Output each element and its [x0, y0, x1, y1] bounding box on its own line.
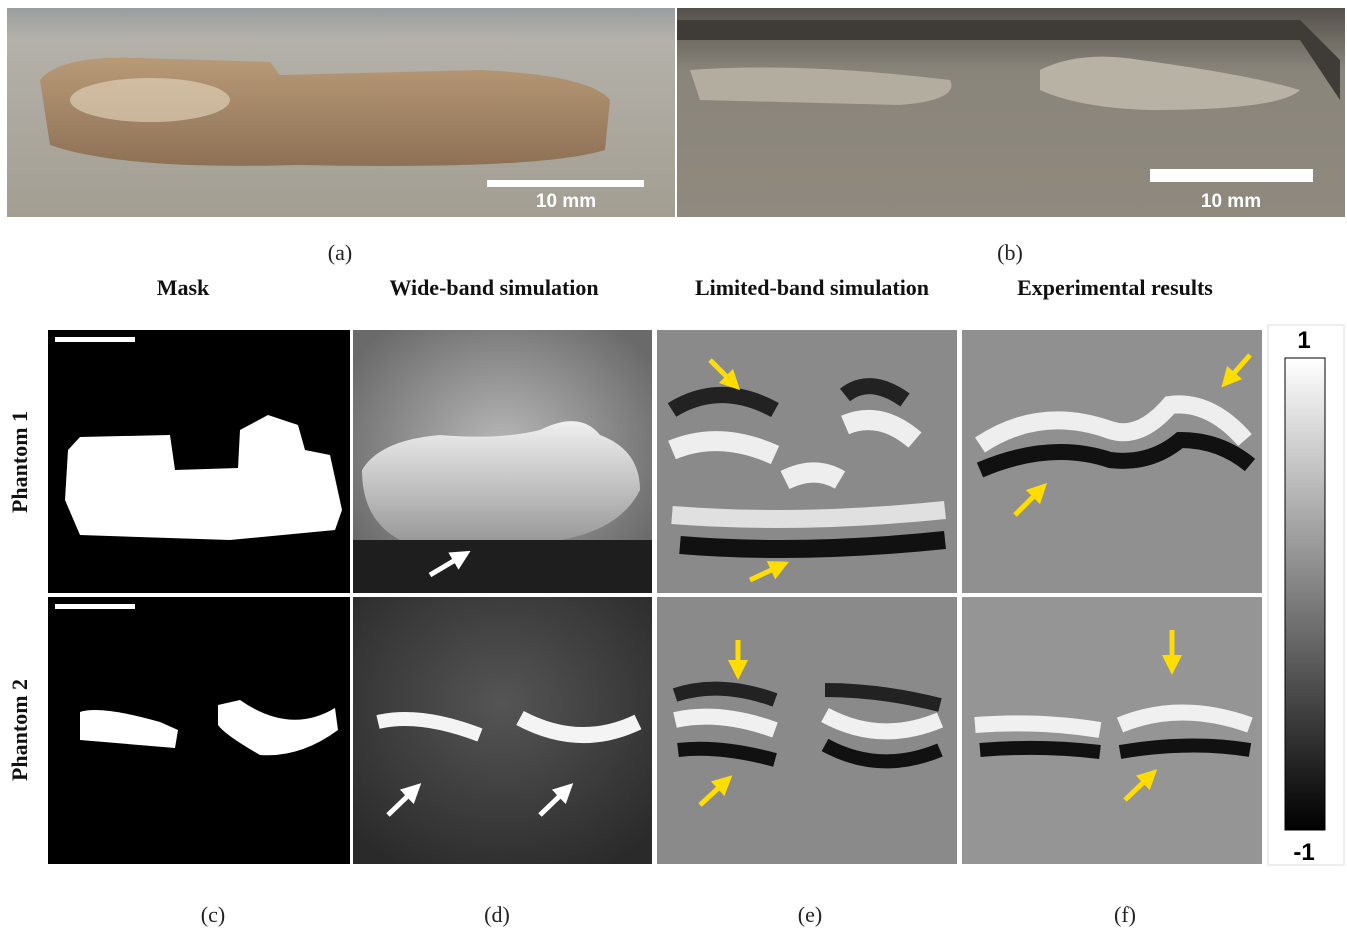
shadow	[353, 540, 652, 593]
photo-a: 10 mm	[7, 8, 675, 217]
band	[680, 540, 945, 549]
scale-bar	[487, 180, 644, 187]
scale-bar-label: 10 mm	[1201, 191, 1261, 212]
scale-bar-label: 10 mm	[536, 191, 596, 212]
column-header: Experimental results	[1017, 275, 1213, 300]
band	[672, 510, 945, 519]
row-header: Phantom 2	[7, 679, 32, 781]
scale-bar	[1150, 169, 1313, 182]
row-header: Phantom 1	[7, 411, 32, 513]
colorbar: 1 -1	[1268, 325, 1344, 866]
panel-label: (d)	[484, 902, 510, 927]
figure: 10 mm 10 mm (a) (b) Mask Wide-band simul…	[0, 0, 1347, 932]
colorbar-scale	[1285, 358, 1325, 830]
scale-bar	[55, 337, 135, 342]
row-phantom-2	[48, 597, 1262, 864]
panel-label: (f)	[1114, 902, 1136, 927]
column-header: Mask	[157, 275, 210, 300]
panel-label: (e)	[798, 902, 822, 927]
highlight	[70, 78, 230, 122]
column-header: Wide-band simulation	[389, 275, 598, 300]
row-phantom-1	[48, 330, 1262, 593]
column-header: Limited-band simulation	[695, 275, 929, 300]
panel-label: (a)	[328, 240, 352, 265]
photo-b: 10 mm	[677, 8, 1345, 217]
colorbar-max-label: 1	[1297, 327, 1310, 354]
panel-label: (b)	[997, 240, 1023, 265]
scale-bar	[55, 604, 135, 609]
colorbar-min-label: -1	[1293, 839, 1314, 866]
panel-label: (c)	[201, 902, 225, 927]
